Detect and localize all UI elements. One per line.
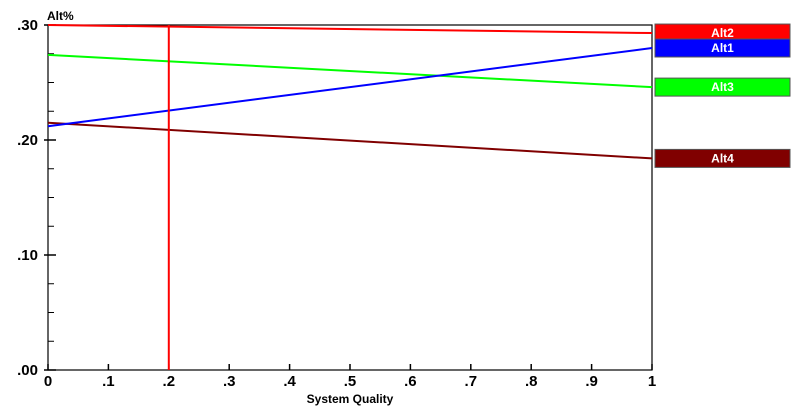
legend-box-alt4 <box>654 148 791 168</box>
legend-label-alt2: Alt2 <box>711 26 734 40</box>
legend-box-alt1 <box>654 38 791 58</box>
y-tick-label: .00 <box>17 362 38 379</box>
series-line-alt4 <box>47 121 653 160</box>
plot-area: .00 .10 .20 .30 0 .1 .2 .3 .4 .5 .6 .7 .8 .9 1 Alt2Alt1… <box>17 17 791 390</box>
legend-label-alt1: Alt1 <box>711 41 734 55</box>
x-tick-label: .2 <box>163 373 176 390</box>
legend-label-alt3: Alt3 <box>711 80 734 94</box>
x-tick-label: .3 <box>223 373 236 390</box>
x-tick-label: .8 <box>525 373 538 390</box>
y-tick-label: .30 <box>17 17 38 34</box>
x-tick-label: .9 <box>585 373 598 390</box>
y-tick-label: .10 <box>17 247 38 264</box>
x-tick-label: 0 <box>44 373 52 390</box>
x-tick-label: .4 <box>283 373 296 390</box>
legend-box-alt3 <box>654 77 791 97</box>
y-axis-title: Alt% <box>47 9 74 23</box>
x-tick-label: .1 <box>102 373 115 390</box>
legend-label-alt4: Alt4 <box>711 151 734 165</box>
series-line-alt2 <box>47 24 653 35</box>
plot-frame <box>47 24 653 371</box>
x-tick-label: 1 <box>648 373 656 390</box>
series-line-alt1 <box>47 47 653 128</box>
x-tick-label: .7 <box>465 373 478 390</box>
y-tick-label: .20 <box>17 132 38 149</box>
x-axis-title: System Quality <box>307 392 394 406</box>
x-tick-label: .6 <box>404 373 417 390</box>
series-line-alt3 <box>47 53 653 89</box>
x-tick-label: .5 <box>344 373 357 390</box>
